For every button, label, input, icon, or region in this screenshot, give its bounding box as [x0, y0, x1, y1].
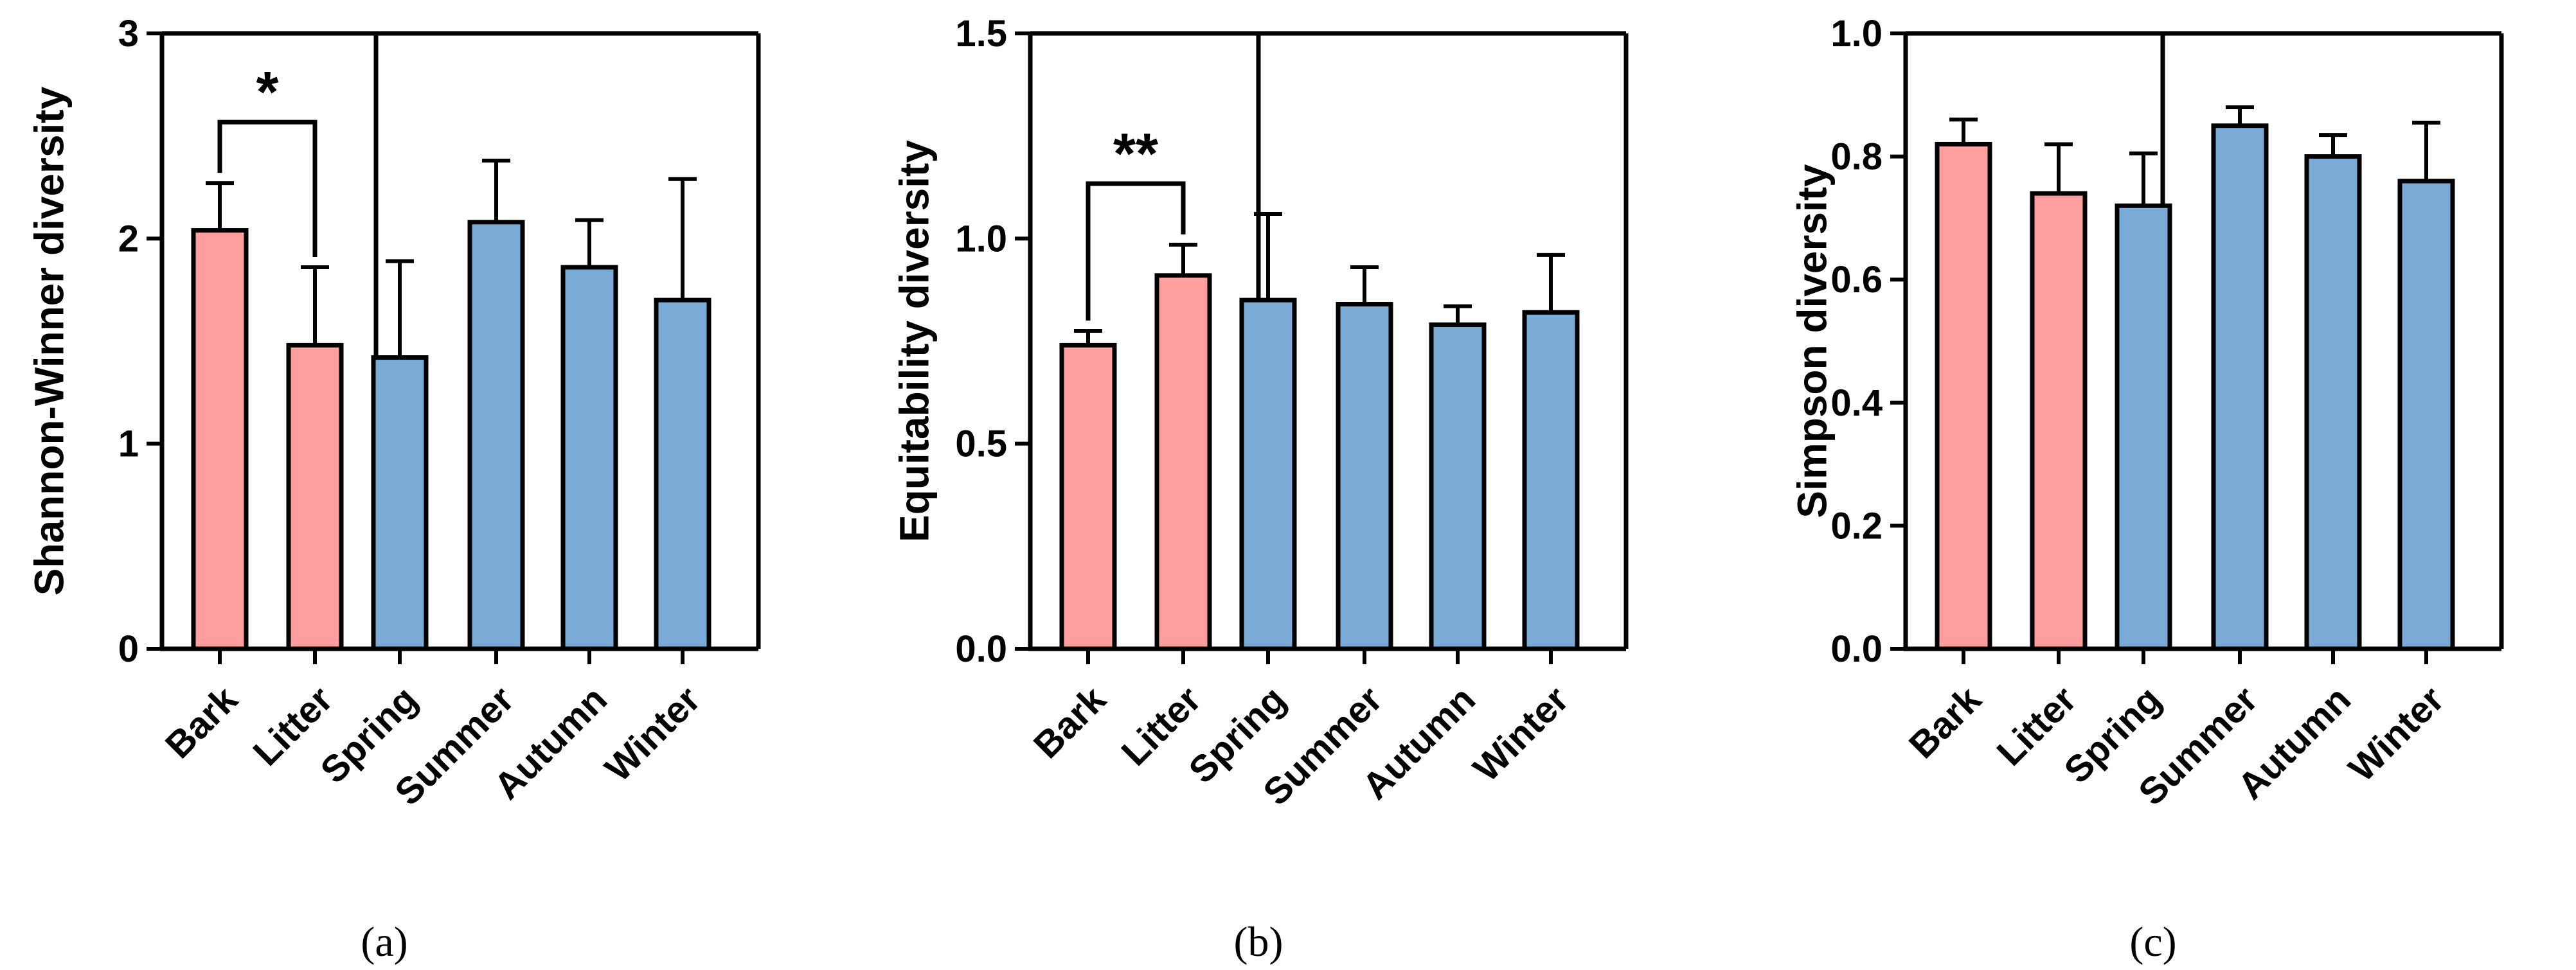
y-tick-label: 2	[118, 218, 139, 260]
significance-label: *	[256, 60, 278, 125]
bar-bark	[1059, 342, 1117, 651]
bar-winter	[1522, 310, 1580, 651]
significance-label: **	[1113, 122, 1158, 186]
x-category-label: Bark	[1901, 678, 1990, 767]
y-tick-label: 0.8	[1830, 136, 1883, 178]
y-tick-label: 0.2	[1830, 505, 1883, 547]
bar-winter	[2397, 179, 2455, 651]
significance-bracket	[1086, 181, 1186, 321]
bar-summer	[1336, 302, 1393, 651]
bar-spring	[371, 355, 429, 651]
x-category-label: Winter	[2341, 678, 2452, 789]
bar-spring	[2115, 203, 2172, 651]
y-tick-label: 1.0	[1830, 13, 1883, 55]
y-tick-label: 0.5	[955, 423, 1007, 465]
x-category-label: Winter	[597, 678, 708, 789]
panel-label: (b)	[1234, 919, 1284, 966]
bar-bark	[1935, 141, 1992, 651]
significance-bracket	[217, 119, 318, 258]
y-tick-label: 1.0	[955, 218, 1007, 260]
bar-litter	[286, 342, 344, 651]
y-tick-label: 1.5	[955, 13, 1007, 55]
bar-autumn	[1429, 322, 1487, 651]
x-category-label: Bark	[157, 678, 246, 767]
y-tick-label: 0.0	[955, 628, 1007, 670]
y-axis-label: Equitability diversity	[891, 140, 937, 542]
x-category-label: Winter	[1465, 678, 1577, 789]
y-tick-label: 0.6	[1830, 259, 1883, 301]
y-axis-label: Simpson diversity	[1789, 164, 1835, 518]
x-category-label: Bark	[1026, 678, 1114, 767]
bar-bark	[191, 228, 249, 651]
panel-label: (a)	[361, 919, 407, 966]
panel-label: (c)	[2129, 919, 2176, 966]
bar-autumn	[2304, 154, 2362, 651]
y-tick-label: 3	[118, 13, 139, 55]
y-axis-label: Shannon-Winner diversity	[26, 86, 72, 595]
y-tick-label: 1	[118, 423, 139, 465]
bar-spring	[1239, 297, 1297, 651]
bar-litter	[1154, 273, 1212, 651]
bar-autumn	[560, 265, 618, 651]
bar-summer	[2211, 123, 2269, 651]
bar-summer	[467, 220, 525, 651]
y-tick-label: 0	[118, 628, 139, 670]
y-tick-label: 0.0	[1830, 628, 1883, 670]
bar-litter	[2030, 191, 2088, 651]
bar-winter	[654, 297, 711, 651]
y-tick-label: 0.4	[1830, 382, 1883, 424]
